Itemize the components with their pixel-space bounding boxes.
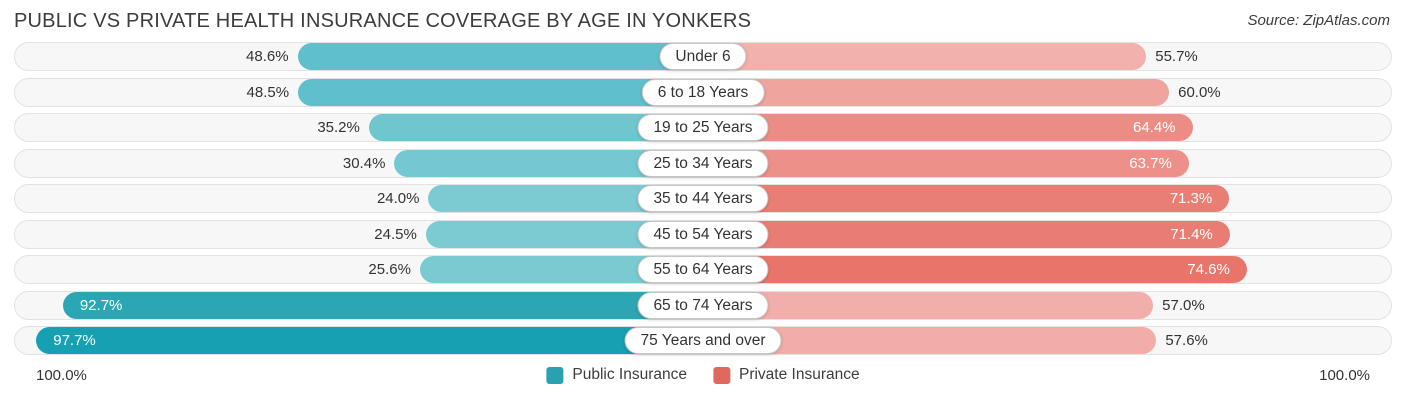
category-label: Under 6 xyxy=(659,43,747,70)
chart-rows: 48.6% 55.7% Under 6 48.5% 60.0% 6 to 18 Years… xyxy=(14,42,1392,355)
public-value-label: 30.4% xyxy=(342,154,386,172)
legend: Public Insurance Private Insurance xyxy=(546,366,860,384)
private-value-label: 74.6% xyxy=(1187,261,1230,278)
public-bar: 92.7% xyxy=(62,291,703,319)
bar-track: 35.2% 64.4% 19 to 25 Years xyxy=(14,113,1392,142)
private-value-label: 55.7% xyxy=(1155,48,1198,65)
legend-item-private: Private Insurance xyxy=(712,366,860,384)
legend-label-private: Private Insurance xyxy=(738,366,860,383)
source-credit: Source: ZipAtlas.com xyxy=(1247,12,1390,29)
private-bar: 63.7% xyxy=(703,149,1189,177)
bar-track: 24.0% 71.3% 35 to 44 Years xyxy=(14,184,1392,213)
category-label: 45 to 54 Years xyxy=(637,220,769,248)
chart-row: 25.6% 74.6% 55 to 64 Years xyxy=(14,255,1392,284)
public-bar: 48.5% xyxy=(247,78,703,106)
public-bar: 48.6% xyxy=(246,43,703,70)
private-value-label: 64.4% xyxy=(1132,119,1176,136)
bar-track: 48.6% 55.7% Under 6 xyxy=(14,42,1392,71)
bar-track: 97.7% 57.6% 75 Years and over xyxy=(14,326,1392,355)
chart-row: 92.7% 57.0% 65 to 74 Years xyxy=(14,290,1392,320)
bar-track: 30.4% 63.7% 25 to 34 Years xyxy=(14,148,1392,178)
public-value-label: 35.2% xyxy=(317,119,360,136)
private-insurance-swatch xyxy=(712,366,730,384)
category-label: 19 to 25 Years xyxy=(637,114,769,141)
public-value-label: 48.5% xyxy=(246,83,290,101)
public-value-label: 24.5% xyxy=(374,225,417,243)
private-bar: 55.7% xyxy=(703,43,1198,70)
right-axis-max-label: 100.0% xyxy=(1319,366,1370,384)
header: PUBLIC VS PRIVATE HEALTH INSURANCE COVER… xyxy=(0,0,1406,42)
private-value-label: 57.6% xyxy=(1165,332,1208,349)
category-label: 65 to 74 Years xyxy=(637,291,769,319)
chart-row: 30.4% 63.7% 25 to 34 Years xyxy=(14,148,1392,178)
left-axis-max-label: 100.0% xyxy=(36,366,87,384)
chart-footer: 100.0% Public Insurance Private Insuranc… xyxy=(0,362,1406,388)
public-bar: 97.7% xyxy=(36,327,703,354)
public-value-label: 25.6% xyxy=(368,261,411,278)
private-bar: 57.0% xyxy=(703,291,1205,319)
public-insurance-swatch xyxy=(546,366,564,384)
legend-item-public: Public Insurance xyxy=(546,366,687,384)
private-value-label: 71.4% xyxy=(1170,225,1213,243)
private-value-label: 60.0% xyxy=(1178,83,1221,101)
chart: 48.6% 55.7% Under 6 48.5% 60.0% 6 to 18 Years… xyxy=(0,42,1406,355)
chart-row: 48.6% 55.7% Under 6 xyxy=(14,42,1392,71)
public-value-label: 48.6% xyxy=(246,48,289,65)
chart-row: 97.7% 57.6% 75 Years and over xyxy=(14,326,1392,355)
public-value-label: 97.7% xyxy=(53,332,96,349)
bar-track: 92.7% 57.0% 65 to 74 Years xyxy=(14,290,1392,320)
private-value-label: 63.7% xyxy=(1129,154,1172,172)
bar-track: 24.5% 71.4% 45 to 54 Years xyxy=(14,219,1392,249)
private-value-label: 71.3% xyxy=(1169,190,1213,207)
category-label: 25 to 34 Years xyxy=(637,149,769,177)
category-label: 6 to 18 Years xyxy=(641,78,765,106)
private-bar: 71.3% xyxy=(703,185,1230,212)
private-value-label: 57.0% xyxy=(1162,296,1205,314)
chart-row: 48.5% 60.0% 6 to 18 Years xyxy=(14,77,1392,107)
legend-label-public: Public Insurance xyxy=(572,366,687,383)
public-value-label: 24.0% xyxy=(376,190,420,207)
category-label: 35 to 44 Years xyxy=(637,185,769,212)
page-title: PUBLIC VS PRIVATE HEALTH INSURANCE COVER… xyxy=(14,10,752,32)
category-label: 75 Years and over xyxy=(624,327,782,354)
bar-track: 48.5% 60.0% 6 to 18 Years xyxy=(14,77,1392,107)
private-bar: 64.4% xyxy=(703,114,1193,141)
public-value-label: 92.7% xyxy=(79,296,123,314)
private-bar: 60.0% xyxy=(703,78,1221,106)
private-bar: 74.6% xyxy=(703,256,1247,283)
chart-row: 35.2% 64.4% 19 to 25 Years xyxy=(14,113,1392,142)
bar-track: 25.6% 74.6% 55 to 64 Years xyxy=(14,255,1392,284)
category-label: 55 to 64 Years xyxy=(637,256,769,283)
chart-row: 24.0% 71.3% 35 to 44 Years xyxy=(14,184,1392,213)
private-bar: 71.4% xyxy=(703,220,1230,248)
chart-row: 24.5% 71.4% 45 to 54 Years xyxy=(14,219,1392,249)
